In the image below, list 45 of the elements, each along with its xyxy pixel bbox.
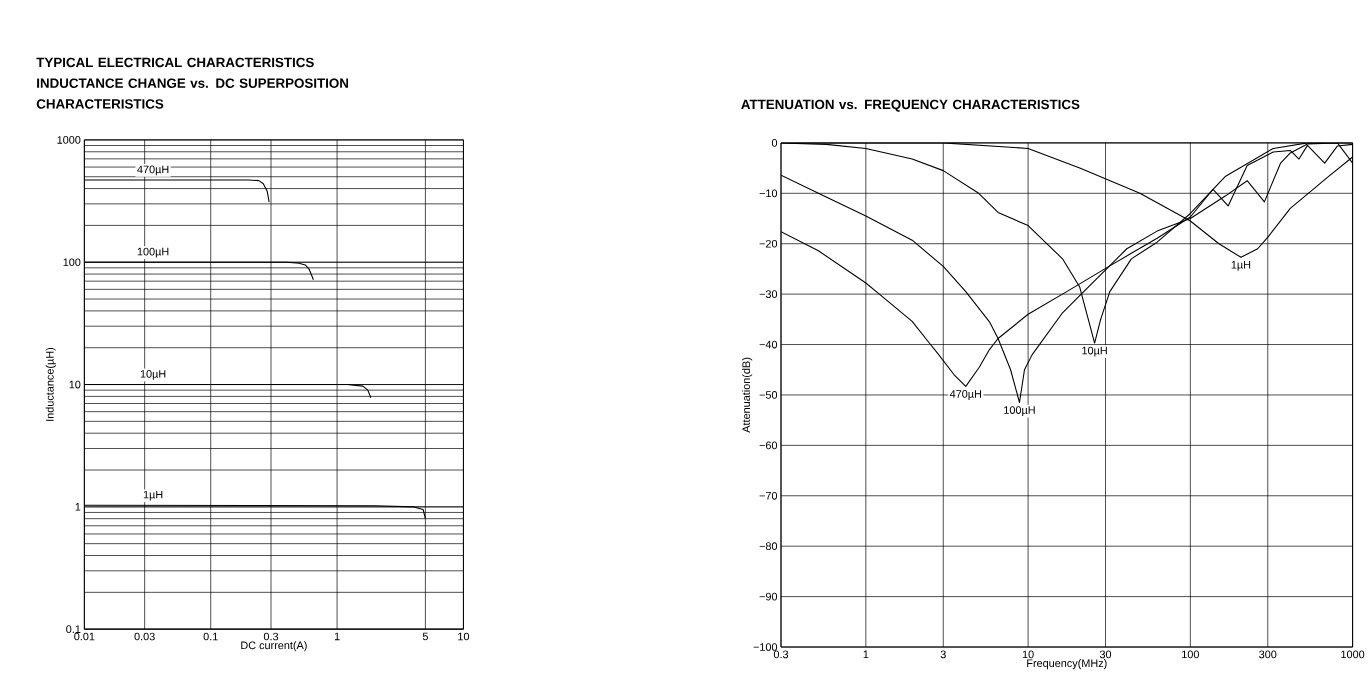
x-tick-label: 1: [863, 650, 869, 659]
series-label: 10µH: [140, 370, 166, 381]
y-tick-label: −10: [759, 189, 778, 198]
y-tick-label: −50: [759, 391, 778, 399]
chart-subtitle: INDUCTANCE CHANGE vs. DC SUPERPOSITION CHARACTERISTICS: [36, 78, 349, 109]
y-tick-label: 1: [75, 503, 81, 511]
y-tick-label: −40: [759, 340, 778, 349]
x-tick-label: 0.01: [74, 632, 95, 641]
series-label: 10µH: [1082, 346, 1107, 357]
x-tick-label: 30: [1099, 650, 1112, 659]
series-label: 100µH: [1004, 406, 1035, 417]
x-tick-label: 0.3: [263, 632, 279, 641]
y-tick-label: −80: [759, 542, 778, 551]
series-label: 470µH: [949, 390, 982, 401]
x-tick-label: 1: [334, 632, 340, 641]
chart-title: TYPICAL ELECTRICAL CHARACTERISTICS: [36, 57, 314, 68]
y-tick-label: −70: [759, 492, 778, 500]
x-tick-label: 0.3: [773, 650, 789, 659]
y-tick-label: 10: [69, 380, 81, 389]
y-tick-label: 0.1: [66, 625, 81, 634]
series-label: 1µH: [1231, 261, 1251, 271]
y-axis-title: Inductance(µH): [45, 348, 56, 421]
x-tick-label: 1000: [1341, 650, 1365, 659]
x-axis-title: DC current(A): [241, 641, 307, 652]
x-tick-label: 5: [422, 632, 428, 641]
y-tick-label: 100: [63, 258, 81, 267]
y-tick-label: −60: [759, 441, 778, 450]
x-axis-title: Frequency(MHz): [1027, 659, 1107, 670]
x-tick-label: 3: [940, 650, 946, 659]
y-axis-title: Attenuation(dB): [742, 358, 753, 433]
y-tick-label: 0: [771, 139, 778, 147]
x-tick-label: 10: [458, 632, 470, 641]
series-label: 470µH: [137, 165, 169, 176]
y-tick-label: 1000: [57, 136, 81, 144]
y-tick-label: −30: [759, 290, 778, 299]
y-tick-label: −20: [759, 240, 778, 248]
x-tick-label: 0.03: [134, 632, 155, 641]
x-tick-label: 300: [1259, 650, 1277, 659]
y-tick-label: −90: [759, 592, 778, 601]
chart-title: ATTENUATION vs. FREQUENCY CHARACTERISTICS: [741, 99, 1080, 112]
x-tick-label: 100: [1182, 650, 1199, 659]
x-tick-label: 10: [1022, 650, 1034, 659]
series-label: 1µH: [143, 491, 163, 501]
series-label: 100µH: [137, 247, 169, 258]
x-tick-label: 0.1: [203, 632, 218, 641]
